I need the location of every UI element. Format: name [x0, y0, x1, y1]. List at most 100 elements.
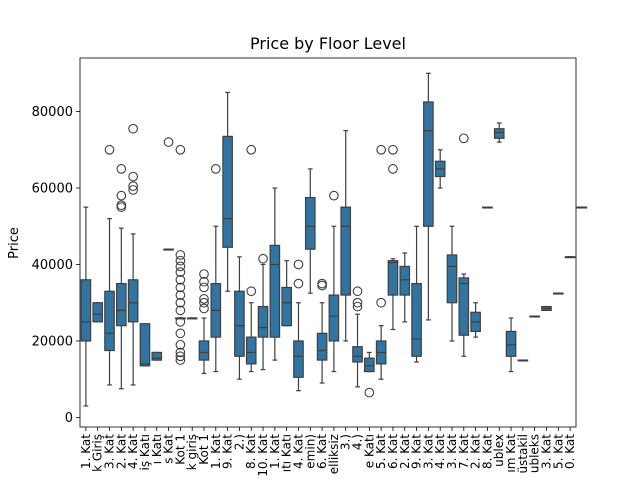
chart-title: Price by Floor Level: [250, 34, 406, 53]
box: [364, 357, 375, 373]
x-tick-label: 6. Kat: [386, 434, 400, 469]
outlier-point: [246, 286, 257, 297]
y-tick-label: 40000: [32, 258, 73, 273]
box-group: [399, 252, 411, 323]
outlier-point: [175, 255, 186, 266]
x-tick-label: 10. Kat: [256, 434, 270, 477]
box-group: [80, 206, 92, 407]
x-tick-label: üstakil: [516, 434, 530, 474]
x-tick-label: 4.): [351, 434, 365, 450]
box-group: [328, 190, 340, 373]
x-tick-label: ıtı Katı: [280, 434, 294, 472]
outlier-point: [199, 269, 209, 279]
x-tick-label: 5. Kat: [374, 434, 388, 469]
outlier-point: [116, 190, 127, 201]
box-group: [529, 315, 540, 318]
outlier-point: [175, 297, 186, 308]
box-group: [116, 164, 127, 390]
box: [257, 305, 269, 338]
x-tick-label: iş Katı: [138, 434, 152, 470]
x-tick-label: 4. Kat: [291, 434, 305, 469]
outlier-point: [352, 286, 363, 297]
outlier-point: [163, 137, 174, 147]
outlier-point: [293, 278, 304, 289]
x-tick-label: 8. Kat: [480, 434, 494, 469]
outlier-point: [352, 297, 363, 308]
outlier-point: [329, 190, 339, 201]
x-tick-label: k giriş: [185, 434, 199, 470]
box-group: [576, 206, 588, 209]
outlier-point: [364, 387, 375, 398]
x-tick-label: 9. Kat: [221, 434, 235, 469]
box: [139, 323, 151, 367]
x-tick-label: e Katı: [362, 434, 376, 468]
outlier-point: [175, 250, 186, 260]
outlier-point: [199, 294, 209, 304]
box: [411, 283, 422, 357]
x-tick-label: 2. Kat: [398, 434, 412, 469]
x-tick-label: 2. Kat: [114, 434, 128, 469]
outlier-point: [128, 181, 138, 191]
box-group: [505, 317, 517, 373]
box-group: [269, 187, 281, 361]
box-group: [281, 260, 292, 327]
box: [127, 279, 139, 323]
x-tick-label: 1. Kat: [209, 434, 223, 469]
x-tick-label: ubleks: [528, 434, 542, 473]
y-tick-label: 60000: [32, 182, 73, 197]
outlier-point: [376, 144, 386, 155]
box: [352, 346, 363, 363]
outlier-point: [175, 328, 186, 339]
box-group: [92, 302, 104, 323]
box: [399, 265, 411, 296]
outlier-point: [104, 144, 115, 155]
x-tick-label: 0. Kat: [563, 434, 577, 469]
box: [281, 286, 292, 327]
x-tick-label: 3. Kat: [539, 434, 553, 469]
outlier-point: [258, 253, 268, 264]
outlier-point: [128, 123, 138, 134]
box-group: [316, 278, 328, 384]
box-group: [151, 351, 163, 361]
outlier-point: [128, 171, 138, 182]
y-axis: 0 20000 40000 60000 80000: [32, 105, 80, 426]
box-group: [470, 302, 481, 338]
box: [304, 196, 316, 250]
outlier-point: [293, 259, 304, 270]
x-tick-label: 3. Kat: [421, 434, 435, 469]
x-tick-label: 3. Kat: [445, 434, 459, 469]
box-group: [446, 225, 458, 342]
outlier-point: [210, 164, 221, 174]
outlier-point: [175, 144, 186, 155]
x-tick-label: 1. Kat: [79, 434, 93, 469]
box: [80, 279, 92, 342]
outlier-point: [199, 276, 209, 287]
box: [340, 206, 352, 296]
x-tick-label: s Kat: [162, 434, 176, 464]
y-tick-label: 0: [65, 411, 73, 426]
x-tick-label: 1. Kat: [268, 434, 282, 469]
box-group: [293, 259, 304, 392]
box-group: [517, 359, 529, 362]
x-tick-label: emin): [303, 434, 317, 469]
outlier-point: [175, 339, 186, 350]
outlier-point: [128, 185, 138, 195]
box-group: [434, 149, 446, 189]
outlier-point: [175, 290, 186, 300]
box: [316, 332, 328, 361]
outlier-point: [175, 274, 186, 285]
outlier-point: [175, 316, 186, 327]
y-axis-label: Price: [7, 227, 22, 259]
outlier-point: [199, 303, 209, 314]
box-group: [139, 323, 151, 367]
box: [245, 336, 257, 365]
plot-frame: [79, 57, 577, 428]
outlier-point: [376, 297, 386, 308]
box-group: [552, 292, 564, 295]
outlier-point: [175, 305, 186, 316]
box-group: [104, 144, 115, 386]
x-tick-label: ublex: [492, 434, 506, 467]
outlier-point: [352, 301, 363, 312]
box-group: [458, 133, 470, 357]
